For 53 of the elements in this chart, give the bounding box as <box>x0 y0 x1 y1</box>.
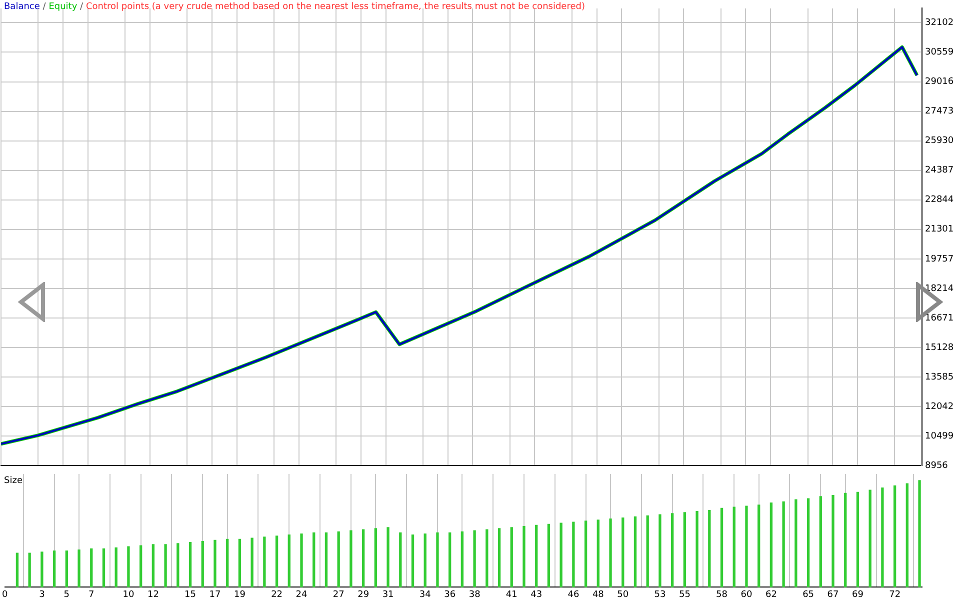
x-tick-label: 5 <box>64 590 70 600</box>
x-tick-label: 3 <box>39 590 45 600</box>
x-tick-label: 60 <box>740 590 752 600</box>
text: Balance <box>4 2 40 12</box>
x-tick-label: 62 <box>765 590 777 600</box>
x-tick-label: 15 <box>184 590 196 600</box>
y-tick-label: 10499 <box>925 431 954 442</box>
x-tick-label: 19 <box>234 590 246 600</box>
x-tick-label: 48 <box>592 590 604 600</box>
x-tick-label: 0 <box>2 590 8 600</box>
x-tick-label: 22 <box>271 590 283 600</box>
y-tick-label: 24387 <box>925 166 954 176</box>
x-tick-label: 17 <box>209 590 221 600</box>
y-tick-label: 19757 <box>925 254 954 264</box>
y-tick-label: 13585 <box>925 372 954 382</box>
y-tick-label: 12042 <box>925 402 954 412</box>
x-tick-label: 43 <box>530 590 542 600</box>
x-tick-label: 10 <box>122 590 134 600</box>
y-tick-label: 16671 <box>925 313 954 324</box>
y-tick-label: 21301 <box>925 224 954 235</box>
x-tick-label: 34 <box>419 590 432 600</box>
y-tick-label: 25930 <box>925 136 954 146</box>
y-tick-label: 27473 <box>925 106 954 117</box>
x-tick-label: 55 <box>678 590 690 600</box>
x-tick-label: 31 <box>382 590 394 600</box>
chart-title: Size <box>4 476 22 486</box>
x-tick-label: 67 <box>827 590 839 600</box>
y-tick-label: 15128 <box>925 342 954 353</box>
x-tick-label: 53 <box>654 590 666 600</box>
x-tick-label: 58 <box>716 590 728 600</box>
x-tick-label: 27 <box>332 590 344 600</box>
annotation: Control points (a very crude method based on the nearest less timeframe, the results must not be considered) <box>86 2 585 12</box>
x-tick-label: 69 <box>852 590 864 600</box>
x-tick-label: 46 <box>568 590 580 600</box>
x-tick-label: 65 <box>802 590 814 600</box>
y-tick-label: 8956 <box>925 460 948 471</box>
x-tick-label: 29 <box>358 590 370 600</box>
y-tick-label: 29016 <box>925 77 954 88</box>
text: Equity <box>48 2 78 12</box>
x-tick-label: 72 <box>889 590 901 600</box>
x-tick-label: 36 <box>444 590 456 600</box>
annotation: / <box>80 2 84 12</box>
y-tick-label: 22844 <box>925 195 954 206</box>
x-tick-label: 24 <box>296 590 308 600</box>
y-tick-label: 18214 <box>925 284 954 294</box>
x-tick-label: 12 <box>147 590 159 600</box>
x-tick-label: 38 <box>468 590 481 600</box>
x-tick-label: 7 <box>88 590 94 600</box>
x-tick-label: 41 <box>506 590 518 600</box>
y-tick-label: 30559 <box>925 48 954 58</box>
y-tick-label: 32102 <box>925 18 954 28</box>
annotation: / <box>42 2 46 12</box>
x-tick-label: 50 <box>617 590 629 600</box>
